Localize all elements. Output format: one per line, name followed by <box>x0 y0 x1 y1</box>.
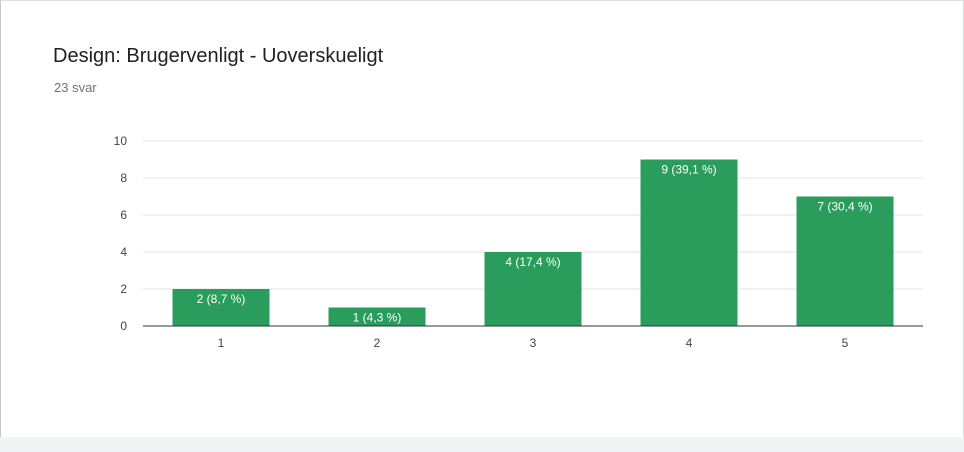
chart-card: Design: Brugervenligt - Uoverskueligt 23… <box>0 0 964 437</box>
bar <box>172 289 270 326</box>
bar-data-label: 1 (4,3 %) <box>353 311 402 325</box>
y-tick-label: 10 <box>114 134 128 148</box>
bar <box>484 252 582 326</box>
bar <box>328 307 426 326</box>
response-count: 23 svar <box>54 80 97 95</box>
bar-data-label: 9 (39,1 %) <box>661 163 716 177</box>
bar <box>796 196 894 326</box>
bar-data-label: 7 (30,4 %) <box>817 200 872 214</box>
y-tick-label: 4 <box>120 245 127 259</box>
y-tick-label: 6 <box>120 208 127 222</box>
bar-chart: 0 2 4 6 8 10 2 (8,7 %) 1 1 (4,3 %) 2 4 (17,4 %) 3 9 … <box>114 134 923 350</box>
bar-data-label: 2 (8,7 %) <box>197 292 246 306</box>
bar-data-label: 4 (17,4 %) <box>505 255 560 269</box>
x-tick-label: 5 <box>842 336 849 350</box>
x-tick-label: 4 <box>686 336 693 350</box>
bar <box>640 159 738 326</box>
y-tick-label: 8 <box>120 171 127 185</box>
x-tick-label: 2 <box>374 336 381 350</box>
x-tick-label: 3 <box>530 336 537 350</box>
y-tick-label: 2 <box>120 282 127 296</box>
y-tick-label: 0 <box>120 319 127 333</box>
chart-title: Design: Brugervenligt - Uoverskueligt <box>53 45 384 67</box>
x-tick-label: 1 <box>218 336 225 350</box>
